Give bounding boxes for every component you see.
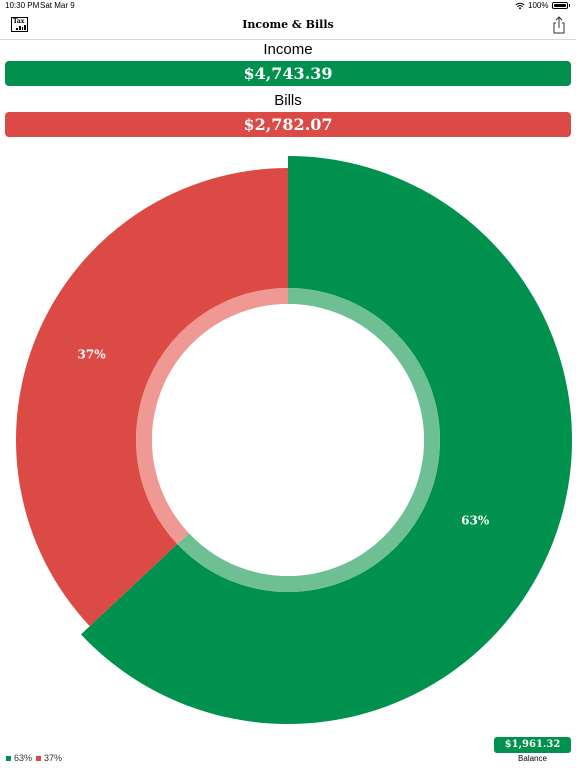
legend-swatch-bills [36,755,42,761]
legend-item-bills: 37% [36,753,62,763]
battery-nub [568,4,570,7]
logo-text: Tax [13,18,25,25]
tax-logo-icon[interactable]: Tax [11,17,28,32]
balance-caption: Balance [518,754,547,763]
navigation-bar: Tax Income & Bills [0,12,576,40]
income-label: Income [263,41,313,58]
inner-band-income [177,288,440,592]
bills-label: Bills [274,92,302,109]
wifi-icon [515,2,525,9]
battery-icon [551,2,568,9]
page-title: Income & Bills [242,18,334,31]
inner-band-bills [135,288,288,545]
status-date: Sat Mar 9 [40,1,75,10]
status-bar: 10:30 PM Sat Mar 9 100% [0,0,576,12]
income-amount-bar: $4,743.39 [5,61,571,86]
status-indicators: 100% [515,1,570,10]
chart-legend: 63% 37% [6,753,62,763]
battery-percent: 100% [528,1,549,10]
legend-item-income: 63% [6,753,32,763]
slice-label-income: 63% [461,514,490,528]
slice-bills[interactable] [15,168,289,627]
legend-label-income: 63% [14,753,33,763]
slice-income[interactable] [80,156,572,724]
status-time: 10:30 PM [5,1,40,10]
balance-badge[interactable]: $1,961.32 [494,737,571,753]
donut-hole [152,304,424,576]
bills-amount-bar: $2,782.07 [5,112,571,137]
legend-swatch-income [6,755,11,761]
slice-label-bills: 37% [78,348,107,362]
share-icon[interactable] [552,16,566,34]
legend-label-bills: 37% [44,753,63,763]
logo-bars [16,25,26,30]
